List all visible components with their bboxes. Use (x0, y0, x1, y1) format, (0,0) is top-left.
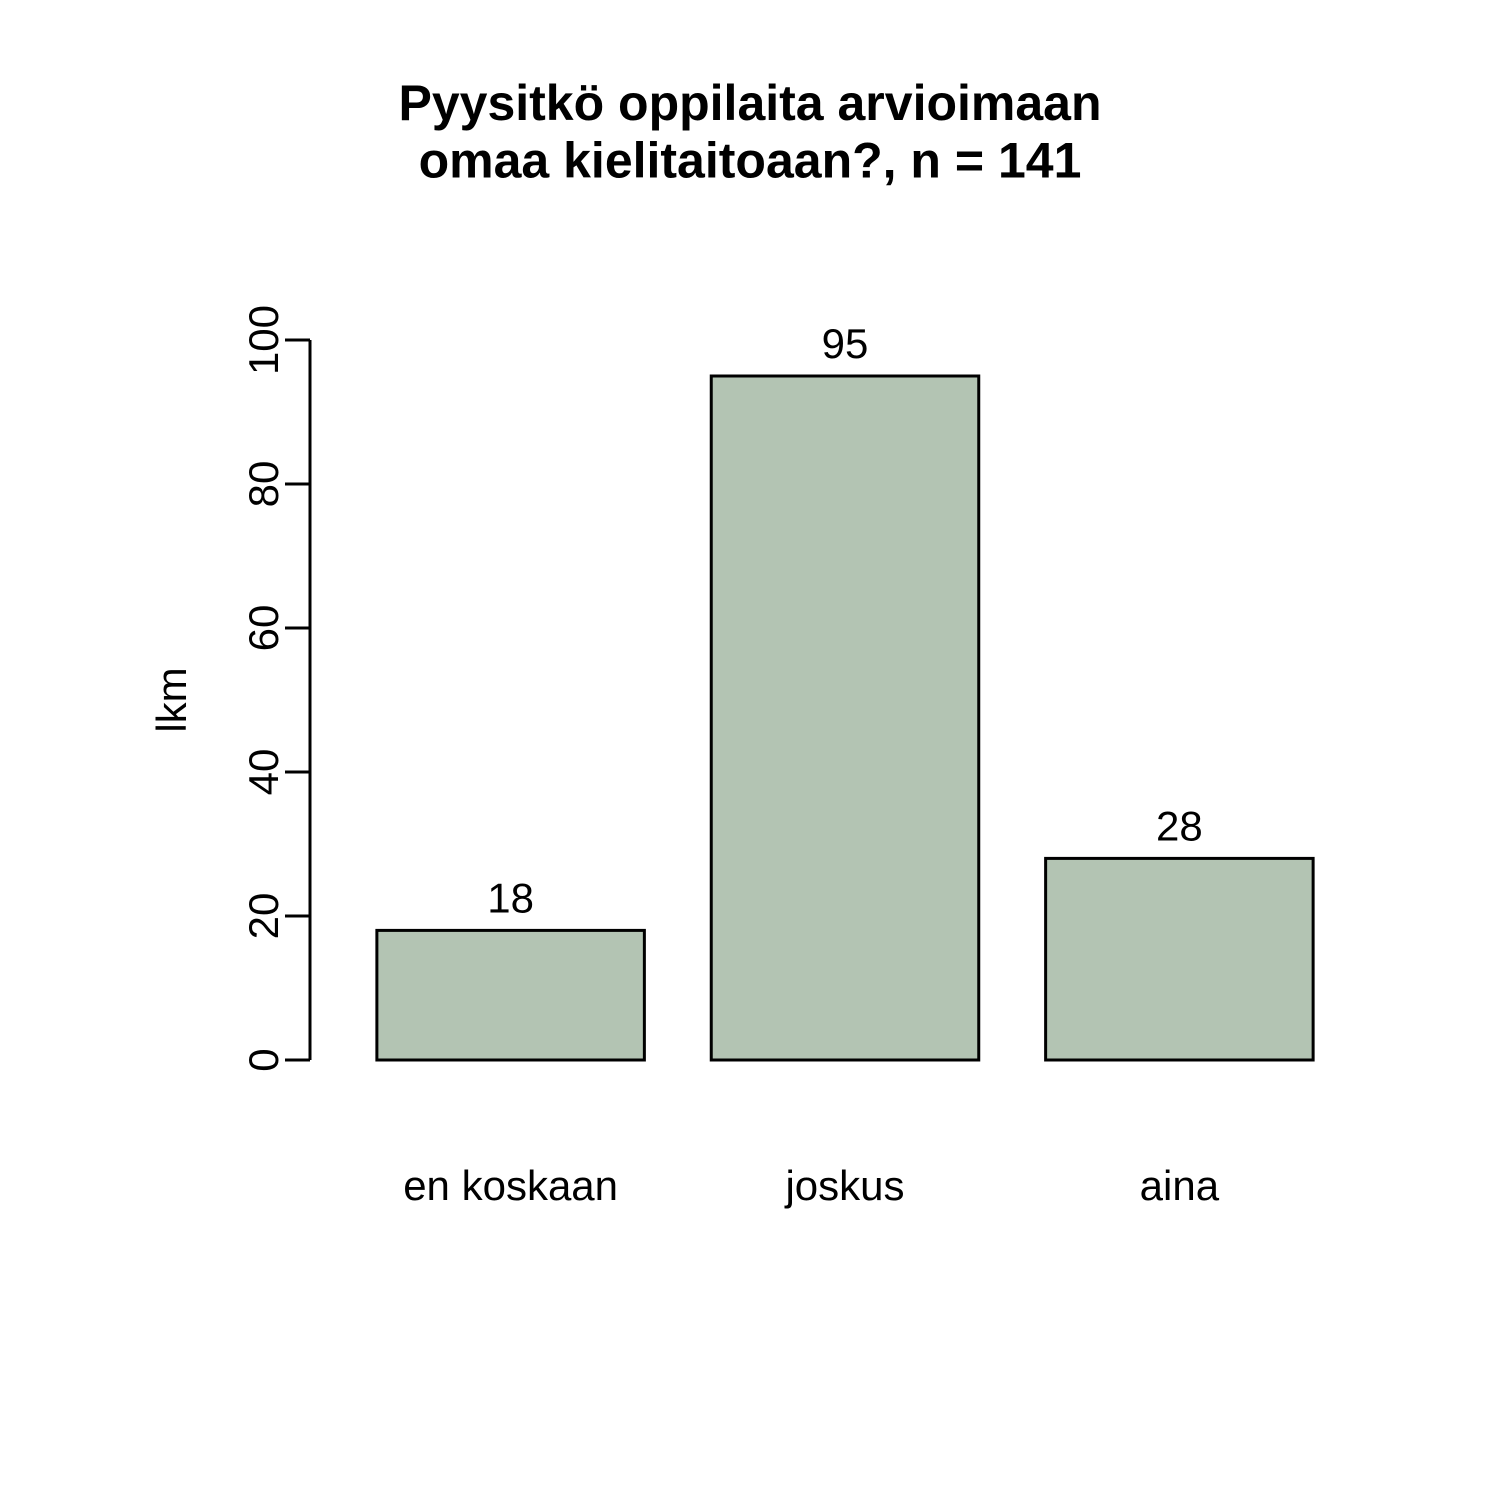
bar-2 (1046, 858, 1314, 1060)
bar-value-label: 95 (822, 320, 869, 367)
bar-value-label: 28 (1156, 802, 1203, 849)
y-tick-label: 40 (240, 749, 287, 796)
chart-title-line-1: omaa kielitaitoaan?, n = 141 (419, 133, 1082, 189)
x-category-label: joskus (783, 1162, 904, 1209)
x-category-label: en koskaan (403, 1162, 618, 1209)
y-tick-label: 80 (240, 461, 287, 508)
y-tick-label: 0 (240, 1048, 287, 1071)
x-category-label: aina (1140, 1162, 1220, 1209)
bar-0 (377, 930, 645, 1060)
y-tick-label: 20 (240, 893, 287, 940)
y-axis-label: lkm (148, 667, 195, 732)
y-tick-label: 100 (240, 305, 287, 375)
bar-1 (711, 376, 979, 1060)
y-tick-label: 60 (240, 605, 287, 652)
bar-value-label: 18 (487, 874, 534, 921)
chart-title-line-0: Pyysitkö oppilaita arvioimaan (398, 75, 1101, 131)
